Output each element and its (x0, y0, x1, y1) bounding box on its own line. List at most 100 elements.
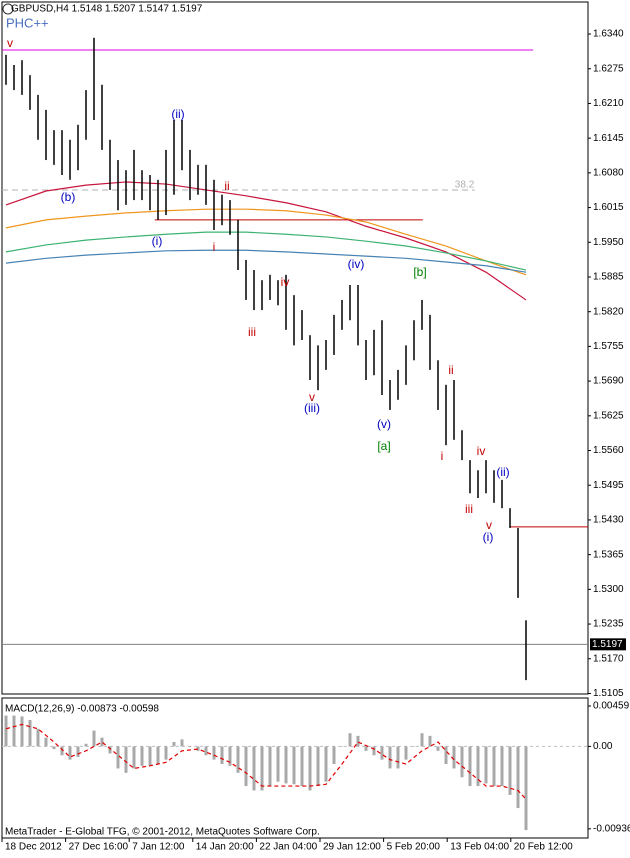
macd-bar (484, 746, 488, 784)
macd-bar (204, 746, 208, 756)
wave-label: i (213, 240, 216, 254)
y-tick-label: 1.5300 (593, 584, 624, 595)
moving-average (5, 181, 527, 301)
macd-bar (420, 733, 424, 747)
y-tick-label: 1.6145 (593, 133, 624, 144)
wave-label: [a] (377, 439, 390, 453)
macd-bar (268, 746, 272, 787)
macd-bar (92, 730, 96, 747)
macd-bar (188, 746, 192, 747)
y-tick-label: 1.5105 (593, 688, 624, 699)
macd-bar (300, 746, 304, 787)
last-price-label: 1.5197 (592, 639, 623, 650)
y-tick-label: 1.5430 (593, 515, 624, 526)
macd-bar (164, 746, 168, 760)
footer: MetaTrader - E-Global TFG, © 2001-2012, … (5, 827, 320, 838)
macd-bar (516, 746, 520, 809)
macd-bar (84, 743, 88, 747)
macd-bar (428, 735, 432, 747)
y-tick-label: 1.5365 (593, 549, 624, 560)
wave-label: v (7, 36, 13, 50)
moving-average (5, 208, 527, 276)
wave-label: iii (248, 325, 256, 339)
y-tick-label: 1.5495 (593, 480, 624, 491)
y-tick-label: 1.6015 (593, 202, 624, 213)
y-tick-label: 1.5170 (593, 653, 624, 664)
x-tick-label: 13 Feb 04:00 (450, 842, 509, 853)
wave-label: i (441, 449, 444, 463)
macd-bar (172, 742, 176, 747)
x-tick-label: 20 Feb 12:00 (514, 842, 573, 853)
wave-label: (v) (377, 417, 391, 431)
x-tick-label: 29 Jan 12:00 (323, 842, 381, 853)
macd-bar (276, 746, 280, 782)
macd-bar (468, 746, 472, 787)
macd-bar (180, 739, 184, 747)
y-tick-label: 1.5625 (593, 410, 624, 421)
macd-bar (356, 735, 360, 747)
macd-bar (396, 746, 400, 769)
macd-bar (52, 746, 56, 750)
macd-bar (492, 746, 496, 787)
macd-bar (4, 715, 8, 747)
macd-bar (124, 746, 128, 773)
macd-bar (260, 746, 264, 791)
y-tick-label: 1.6275 (593, 63, 624, 74)
wave-label: (iv) (348, 257, 365, 271)
wave-label: [b] (413, 265, 426, 279)
macd-bar (220, 746, 224, 765)
macd-bar (324, 746, 328, 782)
x-tick-label: 18 Dec 2012 (5, 842, 62, 853)
wave-label: iv (281, 275, 290, 289)
signal-line (5, 723, 527, 800)
y-tick-label: 1.6340 (593, 29, 624, 40)
price-frame (1, 1, 589, 695)
wave-label: ii (448, 363, 453, 377)
macd-bar (380, 746, 384, 760)
y-tick-label: 1.5690 (593, 376, 624, 387)
macd-bar (212, 746, 216, 760)
macd-bar (156, 746, 160, 765)
y-tick-label: 1.6210 (593, 98, 624, 109)
macd-bar (244, 746, 248, 787)
macd-bar (436, 746, 440, 751)
macd-bar (60, 746, 64, 756)
wave-label: (b) (61, 190, 76, 204)
y-tick-label: 1.6080 (593, 168, 624, 179)
x-tick-label: 7 Jan 12:00 (132, 842, 185, 853)
wave-label: v (309, 390, 315, 404)
macd-bar (524, 746, 528, 831)
macd-bar (460, 746, 464, 778)
macd-bar (196, 746, 200, 751)
y-tick-label: 1.5820 (593, 306, 624, 317)
macd-bar (476, 746, 480, 787)
macd-bar (68, 746, 72, 760)
y-tick-label: 1.5885 (593, 272, 624, 283)
wave-label: (iii) (304, 401, 320, 415)
macd-bar (108, 746, 112, 754)
moving-average (5, 249, 527, 273)
macd-bar (76, 746, 80, 757)
macd-bar (252, 746, 256, 791)
macd-bar (132, 746, 136, 769)
macd-bar (292, 746, 296, 785)
macd-bar (316, 746, 320, 787)
macd-bar (508, 746, 512, 795)
macd-bar (412, 746, 416, 747)
macd-bar (28, 720, 32, 747)
macd-bar (404, 746, 408, 760)
wave-label: (i) (483, 530, 494, 544)
macd-bar (308, 746, 312, 791)
macd-bar (444, 746, 448, 765)
wave-label: iii (465, 502, 473, 516)
macd-bar (332, 746, 336, 765)
macd-bar (116, 746, 120, 769)
macd-bar (372, 746, 376, 756)
macd-bar (348, 733, 352, 747)
x-tick-label: 5 Feb 20:00 (387, 842, 441, 853)
header-title: GBPUSD,H4 1.5148 1.5207 1.5147 1.5197 (11, 4, 203, 15)
y-tick-label: -0.00936 (593, 823, 630, 834)
level-label: 38.2 (455, 180, 475, 191)
wave-label: ii (224, 179, 229, 193)
